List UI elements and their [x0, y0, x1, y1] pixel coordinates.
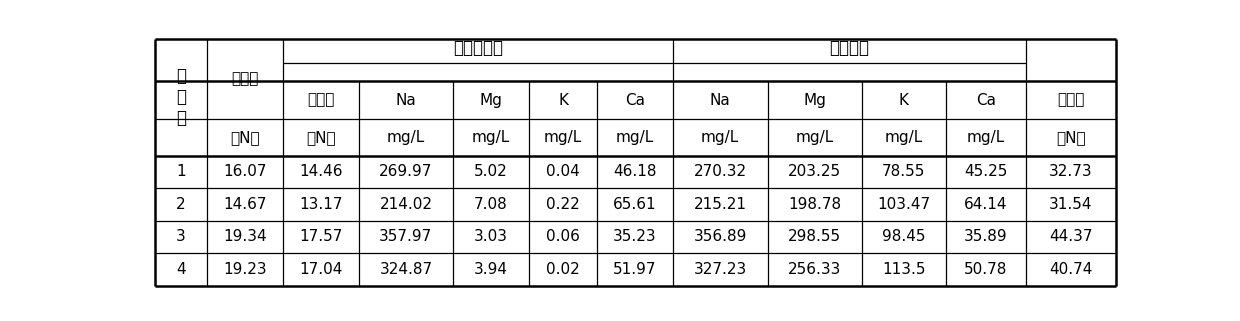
Text: Mg: Mg: [480, 93, 502, 108]
Text: 44.37: 44.37: [1049, 230, 1092, 244]
Text: 35.89: 35.89: [963, 230, 1008, 244]
Text: 113.5: 113.5: [882, 262, 926, 277]
Text: （N）: （N）: [231, 130, 259, 145]
Text: Na: Na: [396, 93, 417, 108]
Text: 阳离子: 阳离子: [1058, 93, 1085, 108]
Text: Mg: Mg: [804, 93, 826, 108]
Text: 31.54: 31.54: [1049, 197, 1092, 212]
Text: 4: 4: [176, 262, 186, 277]
Text: 45.25: 45.25: [965, 164, 1008, 179]
Text: 3.03: 3.03: [474, 230, 508, 244]
Text: 103.47: 103.47: [878, 197, 930, 212]
Text: （N）: （N）: [1056, 130, 1086, 145]
Text: 本发明方法: 本发明方法: [453, 39, 503, 57]
Text: 50.78: 50.78: [965, 262, 1008, 277]
Text: Ca: Ca: [625, 93, 645, 108]
Text: 3.94: 3.94: [474, 262, 508, 277]
Text: 270.32: 270.32: [693, 164, 746, 179]
Text: mg/L: mg/L: [472, 130, 510, 145]
Text: 0.02: 0.02: [546, 262, 580, 277]
Text: 214.02: 214.02: [379, 197, 433, 212]
Text: mg/L: mg/L: [885, 130, 923, 145]
Text: 17.57: 17.57: [299, 230, 342, 244]
Text: 215.21: 215.21: [693, 197, 746, 212]
Text: 65.61: 65.61: [614, 197, 657, 212]
Text: mg/L: mg/L: [387, 130, 425, 145]
Text: K: K: [558, 93, 568, 108]
Text: 356.89: 356.89: [693, 230, 746, 244]
Text: （N）: （N）: [306, 130, 336, 145]
Text: 19.34: 19.34: [223, 230, 267, 244]
Text: 269.97: 269.97: [379, 164, 433, 179]
Text: mg/L: mg/L: [544, 130, 583, 145]
Text: 32.73: 32.73: [1049, 164, 1092, 179]
Text: 14.46: 14.46: [299, 164, 342, 179]
Text: 0.22: 0.22: [546, 197, 580, 212]
Text: mg/L: mg/L: [701, 130, 739, 145]
Text: 1: 1: [176, 164, 186, 179]
Text: 0.06: 0.06: [546, 230, 580, 244]
Text: 51.97: 51.97: [614, 262, 657, 277]
Text: 298.55: 298.55: [789, 230, 842, 244]
Text: 阴离子: 阴离子: [231, 72, 259, 86]
Text: 17.04: 17.04: [299, 262, 342, 277]
Text: 357.97: 357.97: [379, 230, 433, 244]
Text: 78.55: 78.55: [882, 164, 925, 179]
Text: 198.78: 198.78: [789, 197, 842, 212]
Text: 已有方法: 已有方法: [830, 39, 869, 57]
Text: 阳离子: 阳离子: [308, 93, 335, 108]
Text: 98.45: 98.45: [882, 230, 926, 244]
Text: 2: 2: [176, 197, 186, 212]
Text: mg/L: mg/L: [616, 130, 655, 145]
Text: Na: Na: [709, 93, 730, 108]
Text: 19.23: 19.23: [223, 262, 267, 277]
Text: 16.07: 16.07: [223, 164, 267, 179]
Text: 样
品
号: 样 品 号: [176, 67, 186, 127]
Text: 324.87: 324.87: [379, 262, 433, 277]
Text: 40.74: 40.74: [1049, 262, 1092, 277]
Text: 0.04: 0.04: [546, 164, 580, 179]
Text: 46.18: 46.18: [614, 164, 657, 179]
Text: 256.33: 256.33: [789, 262, 842, 277]
Text: Ca: Ca: [976, 93, 996, 108]
Text: 35.23: 35.23: [614, 230, 657, 244]
Text: 5.02: 5.02: [474, 164, 508, 179]
Text: mg/L: mg/L: [967, 130, 1004, 145]
Text: 3: 3: [176, 230, 186, 244]
Text: 203.25: 203.25: [789, 164, 842, 179]
Text: 7.08: 7.08: [474, 197, 508, 212]
Text: 13.17: 13.17: [299, 197, 342, 212]
Text: 64.14: 64.14: [963, 197, 1008, 212]
Text: 14.67: 14.67: [223, 197, 267, 212]
Text: K: K: [899, 93, 909, 108]
Text: 327.23: 327.23: [693, 262, 746, 277]
Text: mg/L: mg/L: [796, 130, 835, 145]
